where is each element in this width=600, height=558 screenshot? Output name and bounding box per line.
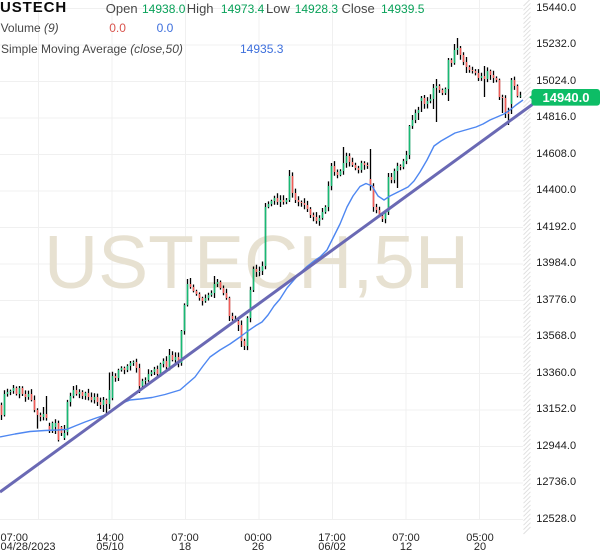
svg-text:14940.0: 14940.0: [543, 90, 590, 105]
svg-text:USTECH,5H: USTECH,5H: [44, 220, 469, 304]
